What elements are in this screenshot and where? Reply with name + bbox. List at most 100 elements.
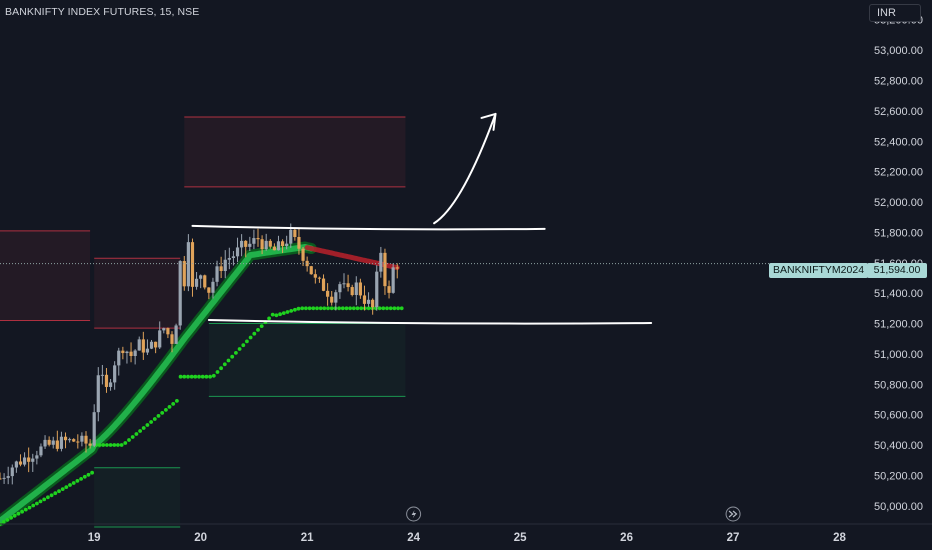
x-tick-label: 24 [407, 532, 420, 544]
candles [0, 223, 399, 485]
trailing-stop-dot [197, 374, 201, 379]
y-tick-label: 50,400.00 [874, 440, 923, 452]
candle-body [84, 435, 88, 444]
candle-body [63, 436, 68, 441]
trailing-stop-dot [156, 414, 161, 418]
fast-forward-icon-ring [725, 506, 741, 522]
candle-body [18, 461, 23, 465]
candle-body [14, 461, 18, 468]
candle-body [194, 278, 199, 287]
candle-body [31, 458, 35, 462]
trailing-stop-dot [311, 306, 316, 311]
candle-body [211, 281, 215, 293]
candle-body [203, 275, 207, 288]
chart-title: BANKNIFTY INDEX FUTURES, 15, NSE [5, 6, 200, 18]
candle-body [289, 229, 293, 244]
candle-body [305, 260, 309, 267]
trailing-stop-dot [175, 399, 179, 403]
candle-body [43, 439, 47, 447]
trailing-stop-dot [289, 309, 294, 313]
y-tick-label: 51,200.00 [874, 319, 923, 331]
trailing-stop-dot [193, 374, 198, 379]
symbol-price-label: BANKNIFTYM2024 [769, 263, 869, 278]
trailing-stop-dot [149, 420, 154, 424]
candle-body [141, 339, 145, 353]
candle-body [154, 341, 158, 348]
y-tick-label: 52,400.00 [874, 136, 923, 148]
candle-body [207, 287, 211, 293]
candle-body [104, 374, 109, 387]
candle-body [293, 229, 297, 237]
candle-body [240, 240, 244, 248]
y-tick-label: 51,000.00 [874, 349, 923, 361]
candle-body [330, 296, 334, 303]
y-axis: 53,200.0053,000.0052,800.0052,600.0052,4… [874, 15, 923, 513]
trailing-stop-dot [97, 443, 102, 447]
trailing-stop-dot [385, 306, 389, 311]
trailing-stop-dot [259, 324, 264, 328]
annotation-support-line [207, 318, 653, 325]
candle-body [354, 282, 358, 295]
candle-body [190, 242, 195, 287]
x-tick-label: 20 [194, 532, 207, 544]
candle-body [178, 261, 182, 326]
zone-supply-0 [0, 230, 91, 321]
candle-body [186, 242, 190, 287]
candle-body [383, 252, 387, 287]
candle-body [100, 374, 104, 376]
candle-body [2, 477, 6, 479]
trailing-stop-dot [388, 306, 393, 311]
candle-body [121, 350, 125, 354]
trailing-stop-dot [178, 374, 183, 379]
trailing-stop-dot [171, 402, 176, 406]
trailing-stop-dot [12, 513, 17, 518]
trailing-stop-dot [138, 429, 143, 433]
currency-button[interactable]: INR [869, 4, 921, 22]
trailing-stop-dot [5, 518, 10, 522]
trailing-stop-dot [23, 507, 28, 512]
trailing-stop-dot [86, 472, 91, 477]
annotation-resistance-line [191, 224, 546, 231]
candle-body [285, 243, 289, 247]
candle-body [0, 478, 2, 480]
candle-body [256, 238, 260, 240]
trailing-stop-dot [304, 306, 308, 311]
trailing-stop-dot [57, 489, 61, 494]
lightning-icon-ring [406, 506, 422, 522]
candle-body [350, 287, 354, 295]
candle-body [358, 282, 362, 296]
candle-body [199, 275, 203, 279]
trailing-stop-dot [211, 373, 216, 378]
y-tick-label: 50,000.00 [874, 501, 923, 513]
candle-body [129, 351, 133, 357]
trailing-stop-dot [152, 417, 157, 421]
candle-body [342, 283, 346, 285]
candle-body [125, 351, 129, 354]
x-tick-label: 27 [727, 532, 740, 544]
candle-body [76, 441, 80, 443]
trailing-stop-dot [399, 306, 404, 311]
candle-body [149, 341, 154, 349]
candle-body [326, 290, 330, 297]
trailing-stop-dot [189, 374, 194, 379]
candle-body [280, 241, 285, 247]
trailing-stop-dot [141, 426, 146, 430]
candle-body [395, 267, 399, 269]
candle-body [182, 261, 186, 287]
trailing-stop-dot [105, 443, 109, 447]
trailing-stop-dot [71, 481, 76, 485]
zone-demand-4 [208, 323, 406, 397]
trailing-stop-dot [167, 405, 172, 409]
x-axis: 19 20 21 24 25 26 27 28 [0, 523, 932, 544]
candle-body [133, 350, 137, 357]
trailing-stop-dot [256, 328, 260, 332]
trailing-stop-dot [186, 374, 190, 379]
trailing-stop-dot [208, 374, 213, 379]
candle-body [268, 240, 272, 247]
trailing-stop-dot [112, 443, 117, 447]
candle-body [35, 455, 39, 459]
trailing-stop-dot [20, 509, 24, 514]
trailing-stop-dot [348, 306, 352, 311]
trailing-stop-dot [123, 441, 128, 445]
trailing-stop-dot [226, 358, 231, 363]
